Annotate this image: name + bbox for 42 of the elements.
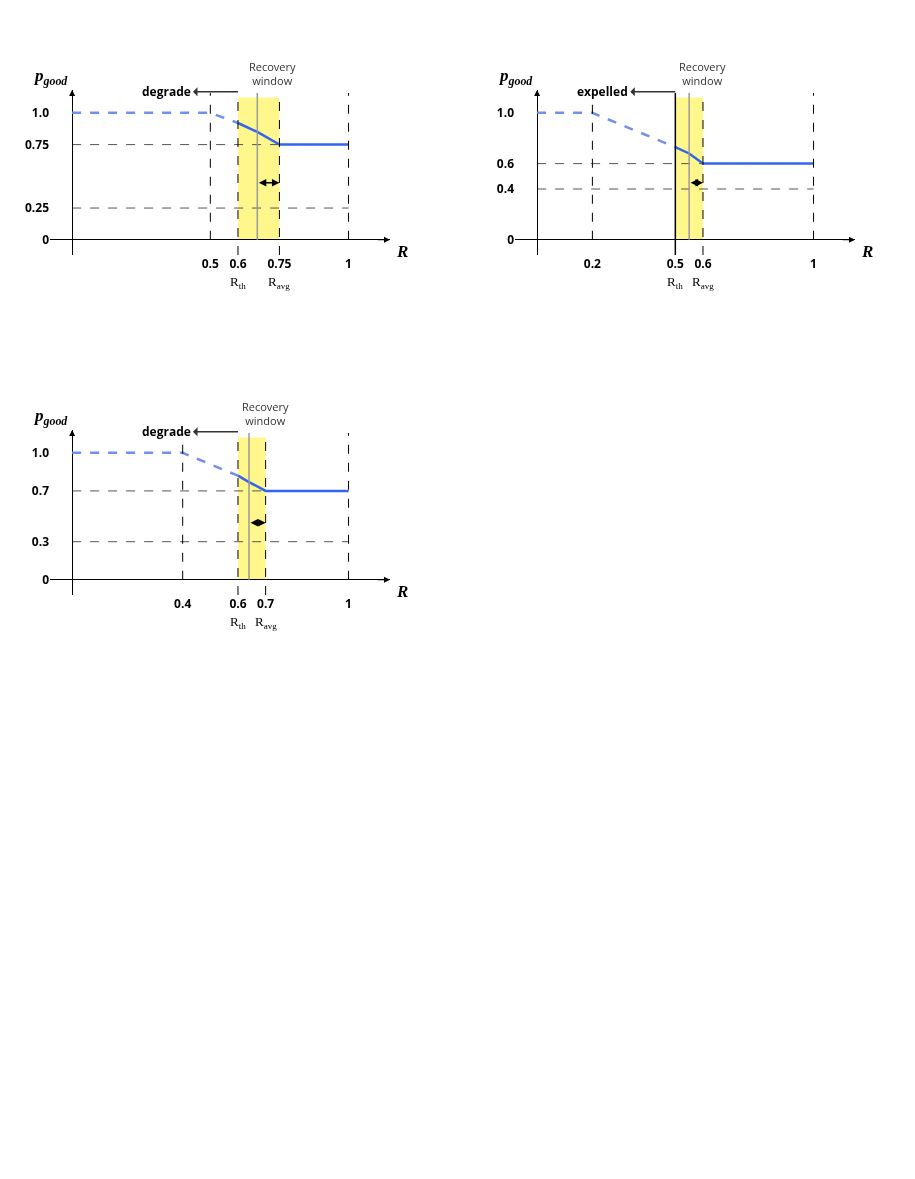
x-tick-label: 0.6 bbox=[229, 595, 247, 612]
x-tick-label: 1 bbox=[345, 255, 352, 272]
ref-line-label: R$_{avg}$ bbox=[268, 274, 291, 291]
x-tick-label: 0.7 bbox=[257, 595, 275, 612]
x-tick-label: 1 bbox=[810, 255, 817, 272]
ref-line-label: R$_{th}$ bbox=[230, 614, 247, 631]
y-tick-label: 0.7 bbox=[31, 482, 50, 500]
y-tick-label: 0 bbox=[507, 230, 515, 248]
y-axis-title: p$_{good}$ bbox=[33, 66, 69, 88]
band-label: Recovery window bbox=[242, 399, 290, 429]
x-tick-label: 1 bbox=[345, 595, 352, 612]
x-axis-title: R bbox=[861, 242, 874, 261]
y-tick-label: 0 bbox=[42, 230, 50, 248]
y-tick-label: 0.3 bbox=[31, 532, 50, 550]
x-tick-label: 0.5 bbox=[666, 255, 685, 272]
ref-line-label: R$_{avg}$ bbox=[692, 274, 715, 291]
annotation: degrade bbox=[142, 423, 191, 440]
band-label: Recovery window bbox=[249, 59, 297, 89]
y-axis-title: p$_{good}$ bbox=[33, 406, 69, 428]
y-tick-label: 1.0 bbox=[31, 444, 50, 462]
annotation: expelled bbox=[577, 83, 628, 100]
annotation: degrade bbox=[142, 83, 191, 100]
ref-line-label: R$_{th}$ bbox=[230, 274, 247, 291]
band-label: Recovery window bbox=[679, 59, 727, 89]
y-tick-label: 1.0 bbox=[31, 104, 50, 122]
x-tick-label: 0.6 bbox=[694, 255, 712, 272]
x-axis-title: R bbox=[396, 242, 409, 261]
x-tick-label: 0.6 bbox=[229, 255, 247, 272]
y-tick-label: 0.25 bbox=[24, 199, 50, 217]
y-tick-label: 0 bbox=[42, 570, 50, 588]
x-tick-label: 0.75 bbox=[267, 255, 292, 272]
y-tick-label: 0.4 bbox=[496, 180, 515, 198]
x-tick-label: 0.5 bbox=[201, 255, 220, 272]
y-axis-title: p$_{good}$ bbox=[498, 66, 534, 88]
ref-line-label: R$_{avg}$ bbox=[255, 614, 278, 631]
x-axis-title: R bbox=[396, 582, 409, 601]
x-tick-label: 0.4 bbox=[174, 595, 192, 612]
y-tick-label: 0.6 bbox=[496, 154, 515, 172]
x-tick-label: 0.2 bbox=[583, 255, 602, 272]
y-tick-label: 1.0 bbox=[496, 104, 515, 122]
y-tick-label: 0.75 bbox=[24, 135, 50, 153]
ref-line-label: R$_{th}$ bbox=[667, 274, 684, 291]
